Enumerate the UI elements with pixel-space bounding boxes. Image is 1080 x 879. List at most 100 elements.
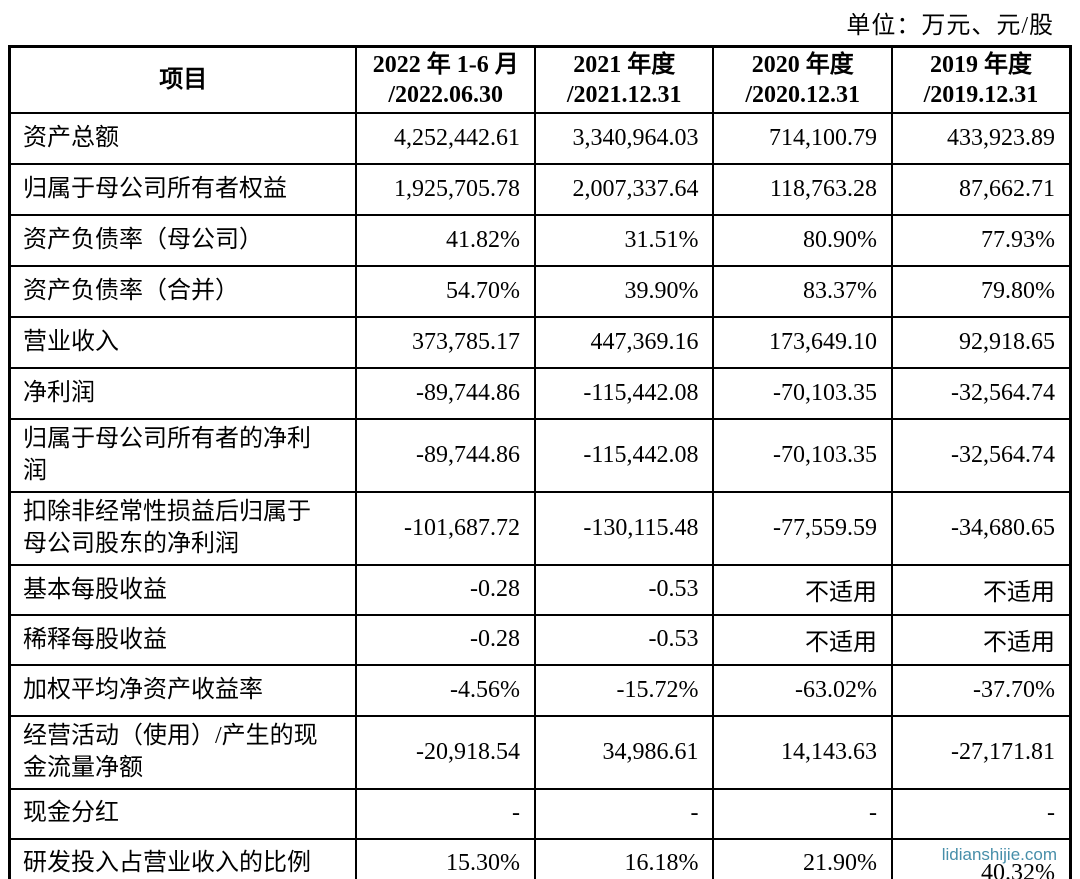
cell-value-text: 1,925,705.78 <box>393 176 520 202</box>
cell-value: 173,649.10 <box>712 316 893 369</box>
cell-value-text: 15.30% <box>445 849 520 876</box>
row-label: 现金分红 <box>8 787 358 840</box>
cell-value: - <box>355 787 536 840</box>
cell-value-text: 3,340,964.03 <box>572 125 699 151</box>
cell-value: -77,559.59 <box>712 490 893 566</box>
table-row: 归属于母公司所有者的净利 润 -89,744.86 -115,442.08 -70,1… <box>8 418 1072 493</box>
cell-value: 79.80% <box>890 265 1072 318</box>
cell-value-text: -34,680.65 <box>951 514 1055 541</box>
cell-value: 447,369.16 <box>533 316 715 369</box>
table-row: 资产负债率（母公司） 41.82% 31.51% 80.90% 77.93% <box>8 214 1072 267</box>
cell-value: 21.90% <box>712 837 893 879</box>
cell-value-text: 118,763.28 <box>769 176 877 202</box>
cell-value: 87,662.71 <box>890 163 1072 216</box>
cell-value-text: 77.93% <box>981 227 1055 253</box>
header-row: 项目 2022 年 1-6 月 /2022.06.30 2021 年度 /2021… <box>8 45 1072 114</box>
row-label: 加权平均净资产收益率 <box>8 663 358 717</box>
cell-value: 16.18% <box>533 837 715 879</box>
row-label: 稀释每股收益 <box>8 613 358 666</box>
cell-value-text: -89,744.86 <box>415 441 520 468</box>
cell-value: 4,252,442.61 <box>355 112 536 165</box>
cell-value: 15.30% <box>355 837 536 879</box>
cell-value-text: 21.90% <box>802 849 877 876</box>
cell-value: 41.82% <box>355 214 536 267</box>
cell-value-text: 447,369.16 <box>590 329 699 355</box>
row-label: 资产负债率（母公司） <box>8 214 358 267</box>
row-label: 营业收入 <box>8 316 358 369</box>
table-row: 归属于母公司所有者权益 1,925,705.78 2,007,337.64 118,7… <box>8 163 1072 216</box>
cell-value-text: 不适用 <box>804 630 877 657</box>
cell-value-text: -20,918.54 <box>415 738 520 765</box>
table-row: 基本每股收益 -0.28 -0.53 不适用 不适用 <box>8 563 1072 616</box>
cell-value-text: - <box>511 800 520 827</box>
column-header-period: 2022 年 1-6 月 /2022.06.30 <box>355 45 536 114</box>
cell-value-text: 87,662.71 <box>959 176 1055 202</box>
cell-value: 83.37% <box>712 265 893 318</box>
cell-value: -34,680.65 <box>890 490 1072 566</box>
cell-value: -0.53 <box>533 613 715 666</box>
cell-value: -15.72% <box>533 663 715 717</box>
cell-value: -27,171.81 <box>890 714 1072 790</box>
cell-value: -101,687.72 <box>355 490 536 566</box>
cell-value: 77.93% <box>890 214 1072 267</box>
table-row: 加权平均净资产收益率 -4.56% -15.72% -63.02% -37.70% <box>8 663 1072 717</box>
cell-value-text: 31.51% <box>624 227 699 253</box>
table-row: 资产负债率（合并） 54.70% 39.90% 83.37% 79.80% <box>8 265 1072 318</box>
cell-value-text: 14,143.63 <box>780 738 877 765</box>
row-label: 归属于母公司所有者的净利 润 <box>8 418 358 493</box>
cell-value-text: -115,442.08 <box>583 441 699 468</box>
cell-value-text: 不适用 <box>804 580 877 607</box>
row-label: 扣除非经常性损益后归属于 母公司股东的净利润 <box>8 490 358 566</box>
column-header-item: 项目 <box>8 45 358 114</box>
cell-value-text: 433,923.89 <box>947 125 1055 151</box>
cell-value-text: - <box>1047 800 1055 827</box>
row-label: 经营活动（使用）/产生的现 金流量净额 <box>8 714 358 790</box>
cell-value: 39.90% <box>533 265 715 318</box>
cell-value-text: 714,100.79 <box>768 125 877 151</box>
cell-value: -20,918.54 <box>355 714 536 790</box>
financial-summary-table: 项目 2022 年 1-6 月 /2022.06.30 2021 年度 /2021… <box>8 45 1072 879</box>
cell-value: 不适用 <box>890 563 1072 616</box>
cell-value: -70,103.35 <box>712 367 893 420</box>
cell-value-text: -0.28 <box>469 576 520 603</box>
column-header-period: 2019 年度 /2019.12.31 <box>890 45 1072 114</box>
cell-value-text: 173,649.10 <box>768 329 877 355</box>
cell-value: 2,007,337.64 <box>533 163 715 216</box>
cell-value: 不适用 <box>890 613 1072 666</box>
cell-value: -0.28 <box>355 563 536 616</box>
cell-value-text: -70,103.35 <box>772 441 877 468</box>
cell-value: -32,564.74 <box>890 367 1072 420</box>
table-body: 资产总额 4,252,442.61 3,340,964.03 714,100.79 43… <box>8 112 1072 879</box>
cell-value: 不适用 <box>712 613 893 666</box>
cell-value-text: - <box>690 800 699 827</box>
cell-value: -37.70% <box>890 663 1072 717</box>
table-row: 营业收入 373,785.17 447,369.16 173,649.10 92,918… <box>8 316 1072 369</box>
table-row: 资产总额 4,252,442.61 3,340,964.03 714,100.79 43… <box>8 112 1072 165</box>
cell-value: -4.56% <box>355 663 536 717</box>
cell-value-text: 不适用 <box>983 630 1055 657</box>
cell-value-text: 34,986.61 <box>602 738 699 765</box>
cell-value-text: 4,252,442.61 <box>393 125 520 151</box>
cell-value-text: -15.72% <box>616 676 699 703</box>
cell-value-text: 39.90% <box>624 278 699 304</box>
cell-value-text: -63.02% <box>794 676 877 703</box>
cell-value: -130,115.48 <box>533 490 715 566</box>
cell-value-text: -4.56% <box>449 676 520 703</box>
row-label: 净利润 <box>8 367 358 420</box>
cell-value-text: 16.18% <box>624 849 699 876</box>
cell-value: 373,785.17 <box>355 316 536 369</box>
cell-value: -115,442.08 <box>533 367 715 420</box>
cell-value-text: 80.90% <box>802 227 877 253</box>
table-header: 项目 2022 年 1-6 月 /2022.06.30 2021 年度 /2021… <box>8 45 1072 114</box>
cell-value: -0.53 <box>533 563 715 616</box>
cell-value: -32,564.74 <box>890 418 1072 493</box>
cell-value-text: 92,918.65 <box>959 329 1055 355</box>
cell-value-text: -115,442.08 <box>583 380 699 406</box>
cell-value-text: - <box>868 800 877 827</box>
cell-value-text: -0.28 <box>469 626 520 653</box>
column-header-period: 2020 年度 /2020.12.31 <box>712 45 893 114</box>
cell-value-text: -27,171.81 <box>951 738 1055 765</box>
cell-value-text: -77,559.59 <box>772 514 877 541</box>
cell-value-text: 83.37% <box>802 278 877 304</box>
cell-value: -70,103.35 <box>712 418 893 493</box>
